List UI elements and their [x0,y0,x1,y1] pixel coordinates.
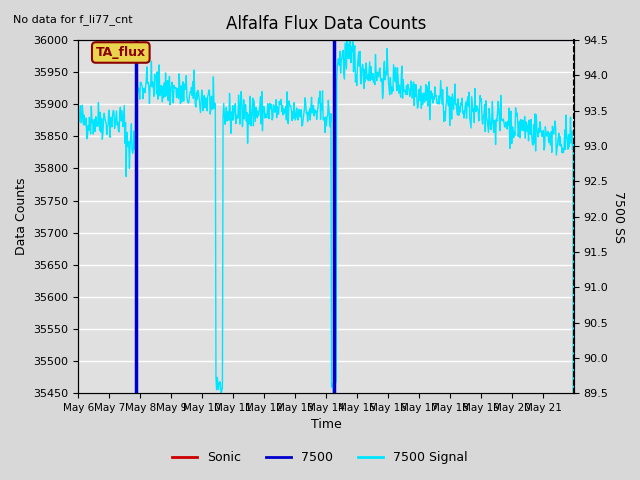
Y-axis label: Data Counts: Data Counts [15,178,28,255]
Title: Alfalfa Flux Data Counts: Alfalfa Flux Data Counts [226,15,426,33]
Y-axis label: 7500 SS: 7500 SS [612,191,625,242]
Text: TA_flux: TA_flux [96,46,146,59]
X-axis label: Time: Time [310,419,342,432]
Text: No data for f_li77_cnt: No data for f_li77_cnt [13,13,132,24]
Legend: Sonic, 7500, 7500 Signal: Sonic, 7500, 7500 Signal [167,446,473,469]
